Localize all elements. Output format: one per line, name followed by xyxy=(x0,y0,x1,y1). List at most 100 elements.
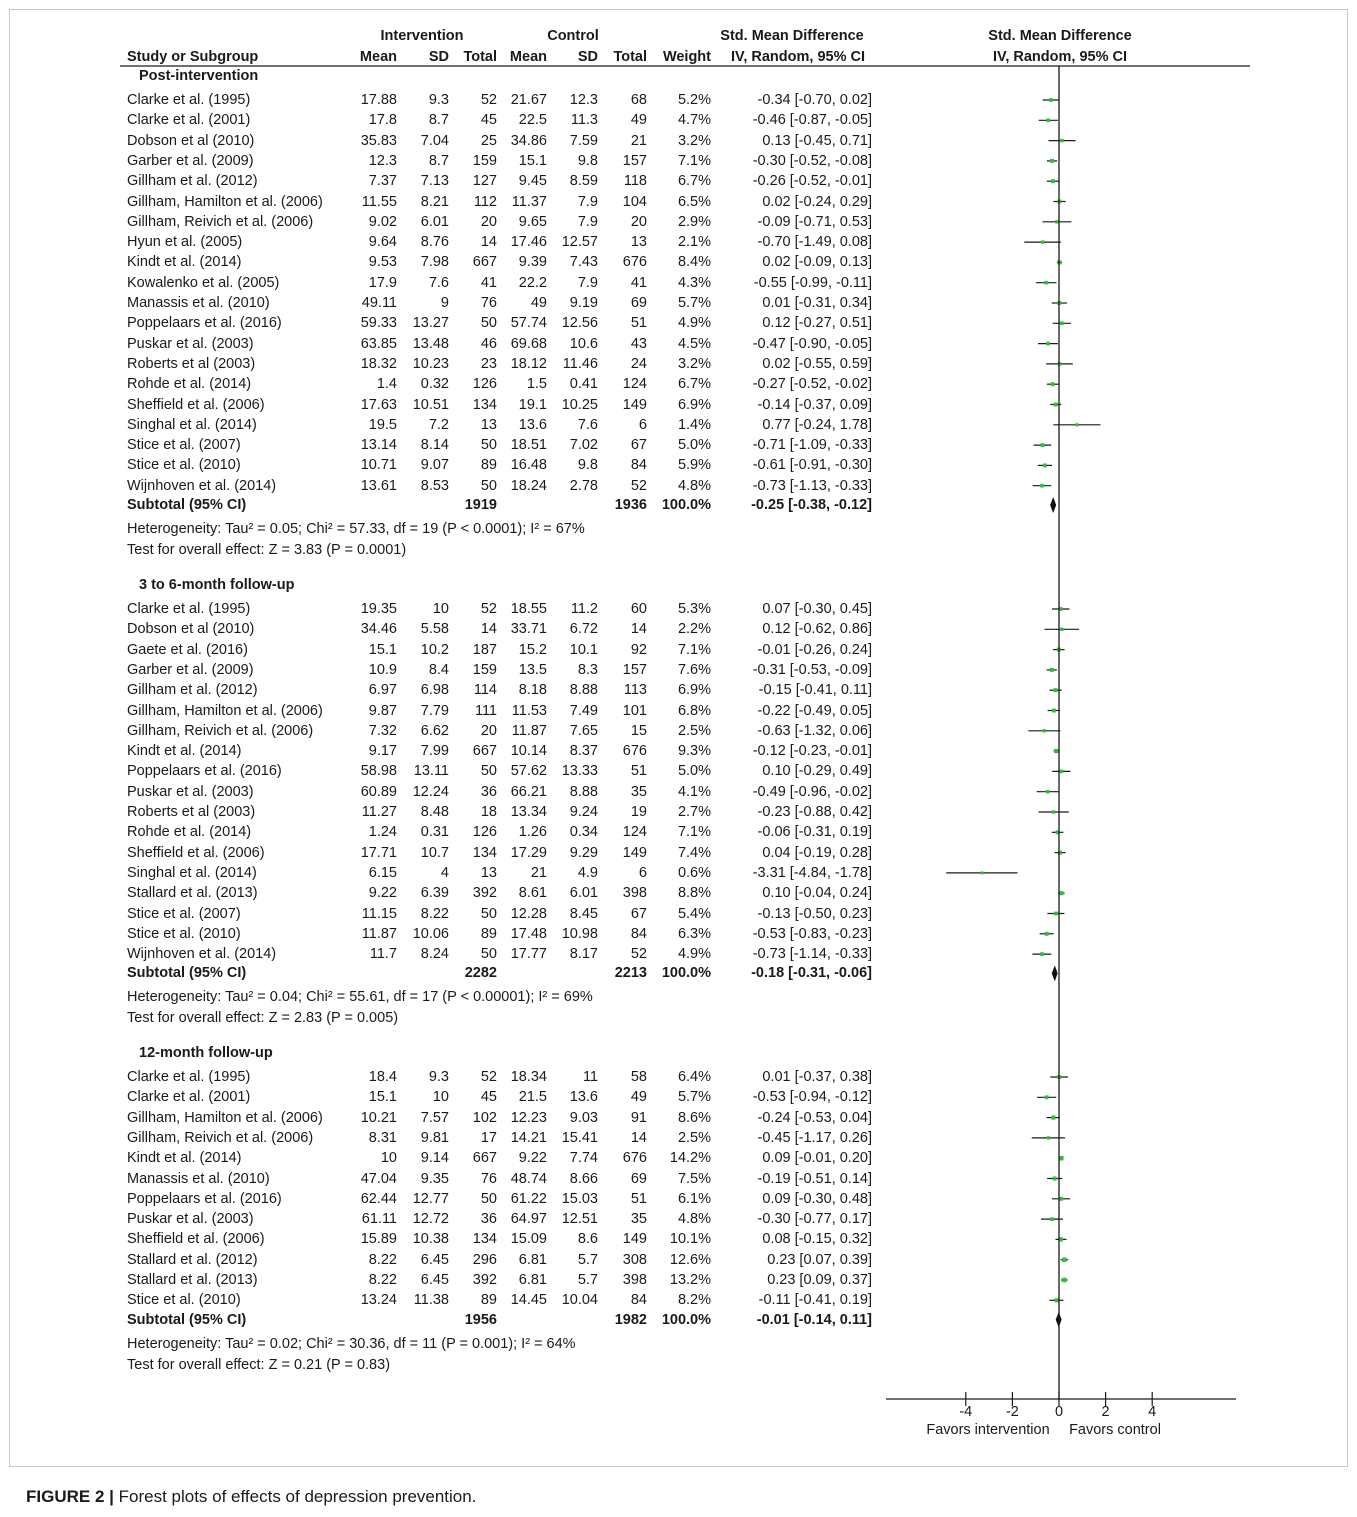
row-mean-intervention: 34.46 xyxy=(360,621,397,638)
row-mean-intervention: 10.71 xyxy=(360,457,397,474)
row-total-intervention: 50 xyxy=(480,477,497,494)
row-mean-control: 11.87 xyxy=(511,722,547,739)
row-study: Puskar et al. (2003) xyxy=(127,783,254,800)
row-mean-control: 57.62 xyxy=(510,763,547,780)
row-total-intervention: 52 xyxy=(480,92,497,108)
row-mean-intervention: 17.63 xyxy=(360,396,397,413)
row-mean-intervention: 12.3 xyxy=(368,152,397,169)
row-effect-ci: -0.24 [-0.53, 0.04] xyxy=(757,1109,872,1126)
row-total-control: 6 xyxy=(638,864,647,881)
row-sd-control: 7.02 xyxy=(569,437,598,454)
row-sd-control: 7.6 xyxy=(577,416,598,433)
row-mean-intervention: 7.32 xyxy=(368,722,397,739)
row-mean-control: 14.45 xyxy=(510,1292,547,1309)
row-mean-intervention: 11.15 xyxy=(361,905,397,922)
subtotal-effect-ci: -0.25 [-0.38, -0.12] xyxy=(751,497,872,513)
row-study: Stallard et al. (2012) xyxy=(127,1251,258,1268)
row-sd-intervention: 8.21 xyxy=(420,193,449,210)
row-sd-intervention: 0.31 xyxy=(420,824,449,841)
row-total-control: 58 xyxy=(630,1069,647,1085)
header-control: Control xyxy=(547,28,599,44)
row-total-control: 308 xyxy=(622,1251,647,1268)
subtotal-total-intervention: 2282 xyxy=(464,965,497,982)
row-total-intervention: 76 xyxy=(480,1170,497,1187)
row-total-control: 157 xyxy=(622,661,647,678)
row-mean-intervention: 35.83 xyxy=(360,132,397,149)
row-sd-intervention: 10.38 xyxy=(412,1231,449,1248)
row-total-intervention: 50 xyxy=(480,437,497,454)
row-sd-control: 13.33 xyxy=(561,763,598,780)
row-total-control: 51 xyxy=(630,315,647,332)
row-weight: 5.7% xyxy=(677,1089,711,1106)
row-mean-control: 17.48 xyxy=(510,925,547,942)
row-total-intervention: 134 xyxy=(472,844,497,861)
row-weight: 8.6% xyxy=(677,1109,711,1126)
row-effect-ci: -0.55 [-0.99, -0.11] xyxy=(753,274,872,291)
header-mean-intervention: Mean xyxy=(359,49,397,65)
row-sd-intervention: 10 xyxy=(432,601,449,617)
row-mean-intervention: 6.15 xyxy=(368,864,397,881)
row-effect-ci: 0.01 [-0.37, 0.38] xyxy=(762,1069,872,1085)
row-mean-intervention: 60.89 xyxy=(360,783,397,800)
effect-marker xyxy=(1053,688,1058,693)
row-mean-control: 48.74 xyxy=(510,1170,547,1187)
row-weight: 7.6% xyxy=(677,661,711,678)
row-study: Gillham, Reivich et al. (2006) xyxy=(127,1129,314,1146)
effect-marker xyxy=(1051,708,1056,713)
effect-marker xyxy=(1050,1217,1054,1221)
row-mean-control: 1.26 xyxy=(518,824,547,841)
row-effect-ci: 0.23 [0.09, 0.37] xyxy=(767,1272,872,1288)
effect-marker xyxy=(1060,138,1064,143)
effect-marker xyxy=(980,871,984,875)
row-total-intervention: 667 xyxy=(472,1150,497,1167)
effect-marker xyxy=(1046,1136,1051,1140)
effect-marker xyxy=(1050,382,1055,387)
row-mean-control: 13.5 xyxy=(518,661,547,678)
row-mean-control: 21 xyxy=(530,864,547,881)
effect-marker xyxy=(1040,483,1044,488)
row-effect-ci: -0.26 [-0.52, -0.01] xyxy=(752,173,872,190)
row-effect-ci: 0.23 [0.07, 0.39] xyxy=(767,1251,872,1268)
row-total-intervention: 89 xyxy=(480,457,497,474)
row-mean-intervention: 10.21 xyxy=(360,1109,397,1126)
row-mean-control: 16.48 xyxy=(510,457,547,474)
row-weight: 8.8% xyxy=(677,885,711,902)
row-mean-control: 49 xyxy=(530,295,547,311)
row-mean-intervention: 17.8 xyxy=(368,112,397,129)
pooled-diamond xyxy=(1050,497,1057,513)
row-total-control: 6 xyxy=(638,416,647,433)
row-weight: 6.7% xyxy=(677,376,711,393)
row-effect-ci: -0.01 [-0.26, 0.24] xyxy=(757,641,872,658)
row-study: Rohde et al. (2014) xyxy=(127,376,252,393)
effect-marker xyxy=(1051,810,1056,814)
effect-marker xyxy=(1040,952,1044,956)
row-mean-control: 14.21 xyxy=(510,1129,547,1146)
row-total-control: 157 xyxy=(622,152,647,169)
subtotal-label: Subtotal (95% CI) xyxy=(127,965,247,982)
effect-marker xyxy=(1059,321,1064,326)
row-total-control: 84 xyxy=(630,457,647,474)
x-tick-label: 4 xyxy=(1148,1404,1157,1420)
header-sd-control: SD xyxy=(577,49,598,65)
row-sd-control: 9.8 xyxy=(577,457,598,474)
figure-caption: FIGURE 2 | Forest plots of effects of de… xyxy=(26,1487,476,1507)
row-mean-control: 9.65 xyxy=(518,213,547,230)
row-sd-intervention: 9.3 xyxy=(428,92,449,108)
row-sd-intervention: 7.57 xyxy=(420,1109,449,1126)
row-weight: 7.1% xyxy=(677,824,711,841)
row-weight: 2.5% xyxy=(677,1129,711,1146)
row-study: Garber et al. (2009) xyxy=(127,661,254,678)
row-effect-ci: -0.73 [-1.13, -0.33] xyxy=(752,477,872,494)
row-study: Kindt et al. (2014) xyxy=(127,743,242,760)
row-mean-intervention: 49.11 xyxy=(361,295,397,311)
row-effect-ci: 0.77 [-0.24, 1.78] xyxy=(762,416,872,433)
row-total-control: 398 xyxy=(622,885,647,902)
row-effect-ci: 0.12 [-0.62, 0.86] xyxy=(762,621,872,638)
row-total-control: 68 xyxy=(630,92,647,108)
effect-marker xyxy=(1075,423,1079,427)
row-study: Gillham et al. (2012) xyxy=(127,682,258,699)
row-sd-intervention: 8.7 xyxy=(428,112,449,129)
row-mean-intervention: 61.11 xyxy=(361,1211,397,1228)
row-weight: 6.5% xyxy=(677,193,711,210)
row-total-control: 118 xyxy=(623,173,647,190)
